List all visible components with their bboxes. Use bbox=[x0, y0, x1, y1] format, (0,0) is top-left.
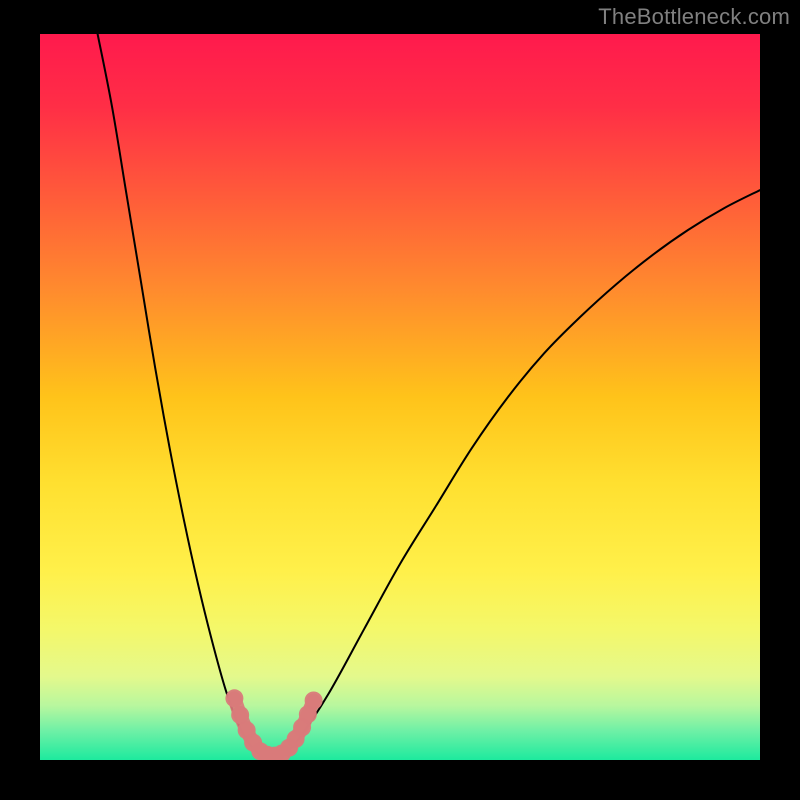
chart-container bbox=[40, 34, 760, 760]
chart-background bbox=[40, 34, 760, 760]
highlight-marker bbox=[225, 689, 243, 707]
watermark-text: TheBottleneck.com bbox=[598, 4, 790, 30]
highlight-marker bbox=[305, 691, 323, 709]
chart-svg bbox=[40, 34, 760, 760]
